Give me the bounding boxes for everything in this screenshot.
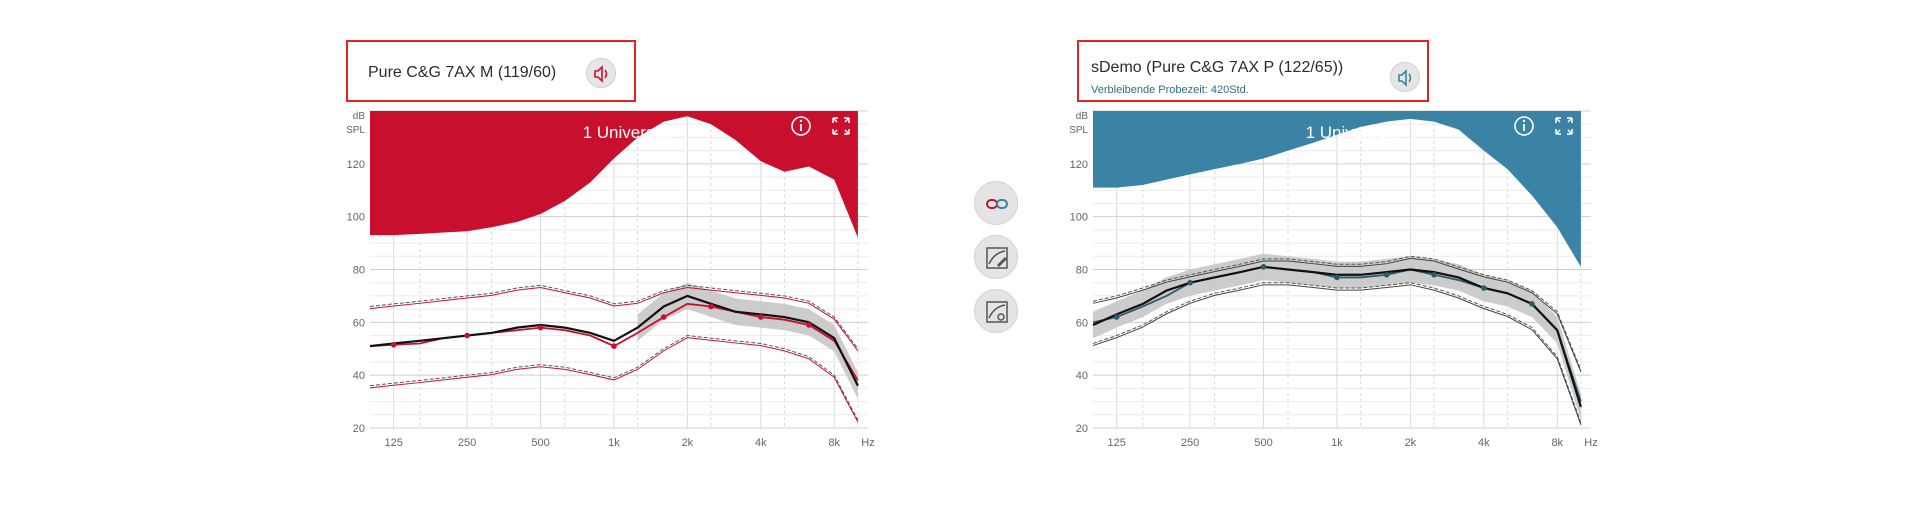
x-tick-label: 125 xyxy=(384,437,402,449)
link-sides-button[interactable] xyxy=(974,181,1018,225)
series-thin-2 xyxy=(1092,257,1582,373)
x-tick-label: 4k xyxy=(755,437,767,449)
y-unit-db: dB xyxy=(1076,111,1089,122)
data-point xyxy=(660,314,667,320)
right-device-title: sDemo (Pure C&G 7AX P (122/65)) xyxy=(1091,59,1344,76)
y-tick-label: 40 xyxy=(1076,370,1088,382)
x-unit-hz: Hz xyxy=(1584,437,1597,449)
right-device-header[interactable]: sDemo (Pure C&G 7AX P (122/65)) Verbleib… xyxy=(1077,40,1429,102)
right-hearing-aid-panel: sDemo (Pure C&G 7AX P (122/65)) Verbleib… xyxy=(1063,0,1623,470)
y-tick-label: 100 xyxy=(347,212,365,224)
left-device-title: Pure C&G 7AX M (119/60) xyxy=(368,64,557,81)
series-dashed-2 xyxy=(1092,255,1582,371)
fit-curve-icon xyxy=(986,301,1008,323)
program-label: 1 Universell xyxy=(1306,123,1395,142)
left-gain-chart: 1 Universell 120 100 80 60 40 20 dB SPL 125 250 500… xyxy=(346,110,875,449)
speaker-icon xyxy=(1398,69,1412,87)
y-tick-label: 60 xyxy=(353,317,365,329)
right-gain-chart: 1 Universell 120 100 80 60 40 20 dB SPL 125 250 500… xyxy=(1069,110,1598,449)
edit-curve-icon xyxy=(986,247,1008,269)
data-point xyxy=(1481,285,1487,291)
series-target xyxy=(369,294,859,387)
left-device-header[interactable]: Pure C&G 7AX M (119/60) xyxy=(346,40,636,102)
x-tick-label: 2k xyxy=(682,437,694,449)
x-tick-label: 250 xyxy=(458,437,476,449)
info-icon[interactable] xyxy=(1514,116,1534,136)
data-point xyxy=(1383,271,1390,278)
x-tick-label: 500 xyxy=(1254,437,1272,449)
data-point xyxy=(537,324,544,331)
data-point xyxy=(1260,264,1267,270)
right-speaker-button[interactable] xyxy=(1390,62,1420,92)
x-tick-label: 8k xyxy=(1551,437,1563,449)
series-thin-3 xyxy=(369,337,859,423)
tolerance-band xyxy=(1093,253,1581,421)
mpo-area xyxy=(1093,111,1581,267)
y-tick-label: 120 xyxy=(347,159,365,171)
data-point xyxy=(464,332,470,339)
x-tick-label: 4k xyxy=(1478,437,1490,449)
fullscreen-icon[interactable] xyxy=(1555,117,1573,135)
y-tick-label: 40 xyxy=(353,370,365,382)
fullscreen-icon[interactable] xyxy=(832,117,850,135)
x-tick-label: 1k xyxy=(608,437,620,449)
series-dashed-3 xyxy=(369,335,859,421)
y-tick-label: 60 xyxy=(1076,317,1088,329)
y-unit-db: dB xyxy=(353,111,366,122)
x-tick-label: 500 xyxy=(531,437,549,449)
y-tick-label: 80 xyxy=(1076,265,1088,277)
series-thin-3 xyxy=(1092,284,1582,425)
program-label: 1 Universell xyxy=(583,123,672,142)
data-point xyxy=(1113,314,1120,320)
x-unit-hz: Hz xyxy=(861,437,874,449)
data-point xyxy=(758,314,764,320)
x-tick-label: 1k xyxy=(1331,437,1343,449)
series-dashed-2 xyxy=(369,284,859,350)
x-tick-label: 250 xyxy=(1181,437,1199,449)
y-unit-spl: SPL xyxy=(1069,125,1088,136)
fit-curve-button[interactable] xyxy=(974,289,1018,333)
tolerance-band xyxy=(637,282,858,399)
edit-curve-button[interactable] xyxy=(974,235,1018,279)
x-tick-label: 2k xyxy=(1405,437,1417,449)
mpo-area xyxy=(370,111,858,238)
series-dashed-3 xyxy=(1092,282,1582,423)
y-tick-label: 20 xyxy=(353,423,365,435)
x-tick-label: 8k xyxy=(828,437,840,449)
data-point xyxy=(1187,279,1193,286)
left-speaker-button[interactable] xyxy=(586,58,616,88)
right-device-subtitle: Verbleibende Probezeit: 420Std. xyxy=(1091,84,1249,96)
y-unit-spl: SPL xyxy=(346,125,365,136)
left-hearing-aid-panel: Pure C&G 7AX M (119/60) 1 Universell 120 1… xyxy=(340,0,900,470)
data-point xyxy=(1431,271,1437,278)
info-icon[interactable] xyxy=(791,116,811,136)
y-tick-label: 100 xyxy=(1070,212,1088,224)
y-tick-label: 80 xyxy=(353,265,365,277)
data-point xyxy=(708,303,714,310)
x-tick-label: 125 xyxy=(1107,437,1125,449)
data-point xyxy=(806,322,812,328)
data-point xyxy=(611,343,617,349)
y-tick-label: 120 xyxy=(1070,159,1088,171)
series-thin-2 xyxy=(369,286,859,352)
data-point xyxy=(390,341,397,348)
y-tick-label: 20 xyxy=(1076,423,1088,435)
link-icon xyxy=(986,199,1008,209)
data-point xyxy=(1529,301,1535,307)
data-point xyxy=(1334,274,1340,281)
speaker-icon xyxy=(594,65,608,83)
